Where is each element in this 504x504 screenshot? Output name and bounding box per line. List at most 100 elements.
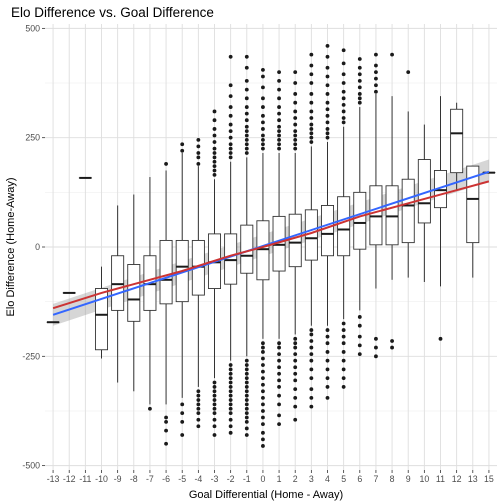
outlier-point [244,124,249,129]
outlier-point [261,415,265,420]
outlier-point [277,422,281,426]
box-rect [224,233,238,285]
outlier-point [277,96,281,101]
outlier-point [341,48,346,53]
box-rect [450,108,464,174]
box-0 [256,68,270,448]
outlier-point [277,142,281,147]
x-tick-label: 3 [309,474,314,484]
outlier-point [277,118,281,123]
outlier-point [309,339,314,343]
outlier-point [277,371,281,376]
outlier-point [244,118,249,123]
outlier-point [341,102,346,107]
outlier-point [228,367,233,372]
outlier-point [244,371,249,376]
outlier-point [212,146,217,151]
outlier-point [261,437,265,442]
outlier-point [244,129,249,134]
outlier-point [180,402,185,407]
outlier-point [325,135,330,140]
outlier-point [293,146,298,151]
outlier-point [374,70,378,74]
outlier-point [228,113,233,118]
x-tick-label: 10 [419,474,429,484]
outlier-point [277,378,281,383]
x-tick-label: -10 [95,474,108,484]
outlier-point [293,116,298,120]
outlier-point [261,430,265,435]
outlier-point [309,109,314,114]
x-tick-label: 9 [406,474,411,484]
outlier-point [212,118,217,123]
outlier-point [309,332,314,337]
outlier-point [309,404,314,409]
outlier-point [325,376,330,381]
x-tick-label: -6 [162,474,170,484]
outlier-point [164,428,168,433]
x-tick-label: 12 [452,474,462,484]
outlier-point [228,424,233,429]
outlier-point [261,341,265,346]
box-12 [450,102,464,191]
x-tick-label: 1 [277,474,282,484]
outlier-point [341,72,346,77]
outlier-point [341,367,346,372]
outlier-point [309,395,314,400]
outlier-point [309,387,314,392]
outlier-point [261,133,265,138]
outlier-point [325,107,330,112]
outlier-point [357,315,362,319]
x-tick-label: -3 [211,474,219,484]
outlier-point [212,398,217,402]
x-tick-label: 11 [436,474,445,484]
y-tick-label: -500 [22,461,40,471]
outlier-point [180,433,185,437]
outlier-point [196,411,201,416]
outlier-point [325,120,330,125]
box-7 [369,52,383,359]
outlier-point [374,336,378,341]
outlier-point [244,367,249,372]
outlier-point [341,81,346,85]
outlier-point [341,334,346,339]
outlier-point [293,371,298,376]
outlier-point [261,350,265,354]
outlier-point [212,406,217,411]
outlier-point [180,420,185,424]
outlier-point [341,341,346,346]
outlier-point [325,367,330,372]
outlier-point [212,133,217,138]
outlier-point [244,65,249,70]
outlier-point [277,393,281,398]
outlier-point [341,96,346,101]
outlier-point [293,365,298,370]
outlier-point [196,137,201,142]
box-rect [353,191,367,250]
box-6 [353,57,367,357]
box-rect [385,185,399,246]
outlier-point [341,109,346,114]
outlier-point [357,72,362,77]
outlier-point [212,151,217,155]
outlier-point [180,411,185,416]
outlier-point [244,380,249,385]
outlier-point [228,363,233,367]
outlier-point [293,404,298,409]
outlier-point [374,52,378,57]
outlier-point [196,162,201,166]
outlier-point [357,100,362,105]
x-tick-label: -7 [146,474,154,484]
outlier-point [228,83,233,88]
outlier-point [244,146,249,151]
outlier-point [261,68,265,72]
outlier-point [277,124,281,129]
x-tick-label: -11 [79,474,91,484]
outlier-point [228,411,233,416]
outlier-point [341,89,346,94]
outlier-point [261,105,265,109]
x-tick-label: -5 [178,474,186,484]
outlier-point [277,111,281,116]
outlier-point [357,334,362,339]
outlier-point [341,120,346,125]
